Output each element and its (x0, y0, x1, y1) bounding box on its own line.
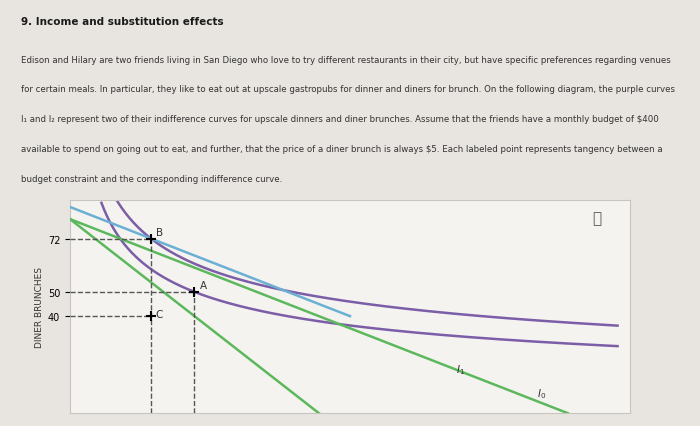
Text: 9. Income and substitution effects: 9. Income and substitution effects (21, 17, 223, 27)
Y-axis label: DINER BRUNCHES: DINER BRUNCHES (34, 266, 43, 347)
Text: available to spend on going out to eat, and further, that the price of a diner b: available to spend on going out to eat, … (21, 145, 663, 154)
Text: $I_1$: $I_1$ (456, 362, 465, 376)
Text: I₁ and I₂ represent two of their indifference curves for upscale dinners and din: I₁ and I₂ represent two of their indiffe… (21, 115, 659, 124)
Text: C: C (156, 310, 163, 320)
Text: A: A (199, 281, 206, 291)
Text: ⓘ: ⓘ (592, 211, 601, 226)
Text: budget constraint and the corresponding indifference curve.: budget constraint and the corresponding … (21, 175, 282, 184)
Text: Edison and Hilary are two friends living in San Diego who love to try different : Edison and Hilary are two friends living… (21, 55, 671, 64)
Text: B: B (156, 227, 163, 237)
Text: for certain meals. In particular, they like to eat out at upscale gastropubs for: for certain meals. In particular, they l… (21, 85, 675, 94)
Text: $I_0$: $I_0$ (537, 386, 546, 400)
